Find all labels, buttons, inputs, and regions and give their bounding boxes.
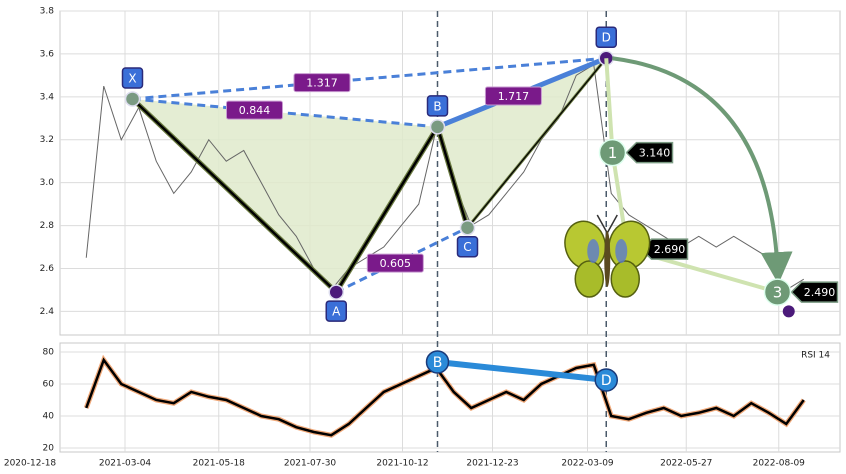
pattern-point	[328, 284, 344, 300]
rsi-line	[85, 357, 805, 437]
point-label: X	[128, 71, 136, 85]
wing	[574, 260, 604, 298]
rsi-pattern-label: D	[601, 373, 612, 389]
rsi-pattern-point	[425, 350, 450, 374]
x-tick-label: 2021-05-18	[193, 459, 246, 469]
ratio-box	[293, 73, 351, 93]
target-tag	[790, 281, 839, 303]
pattern-point	[124, 91, 141, 107]
y-tick-label: 3.4	[40, 92, 55, 102]
rsi-pattern-point	[594, 368, 618, 392]
point-label: D	[602, 31, 611, 45]
target-value: 2.490	[804, 286, 836, 299]
ratio-line	[132, 56, 607, 101]
x-tick-label: 2022-03-09	[561, 459, 614, 469]
y-tick-label: 3.0	[40, 178, 55, 188]
x-tick-label: 2021-03-04	[99, 459, 152, 469]
y-tick-label: 20	[43, 443, 55, 453]
ratio-box	[484, 86, 542, 106]
pattern-area	[132, 98, 438, 293]
pattern-area	[437, 58, 607, 228]
point-box	[456, 235, 479, 258]
y-tick-label: 60	[43, 379, 55, 389]
ratio-label: 1.317	[306, 77, 338, 90]
ratio-line	[335, 226, 469, 294]
target-value: 2.690	[654, 243, 686, 256]
target-point	[763, 278, 792, 306]
y-tick-label: 3.8	[40, 7, 55, 17]
point-box	[595, 26, 617, 48]
stop-point	[782, 305, 795, 318]
leg	[131, 98, 338, 293]
rsi-pattern-label: B	[433, 355, 443, 371]
antenna	[606, 214, 618, 234]
x-tick-label: 2022-08-09	[753, 459, 806, 469]
pattern-point	[459, 219, 476, 236]
target-point	[598, 138, 627, 167]
point-label: C	[463, 240, 471, 254]
x-tick-label: 2020-12-18	[4, 459, 57, 469]
point-label: A	[332, 305, 341, 319]
ratio-label: 1.717	[498, 90, 530, 103]
ratio-label: 0.605	[380, 257, 412, 270]
target-tag	[625, 141, 674, 164]
rsi-pattern-line	[437, 358, 607, 383]
x-tick-label: 2021-10-12	[376, 459, 428, 469]
butterfly	[564, 214, 651, 298]
target-path	[604, 58, 779, 295]
x-tick-label: 2021-07-30	[284, 459, 337, 469]
target-label: 1	[608, 144, 618, 162]
wing	[610, 260, 640, 298]
ratio-box	[226, 100, 283, 120]
y-tick-label: 2.4	[40, 307, 55, 317]
leg	[335, 126, 439, 293]
y-tick-label: 40	[43, 411, 55, 421]
leg	[467, 57, 607, 229]
leg	[436, 126, 469, 229]
x-tick-label: 2021-12-23	[466, 459, 518, 469]
projection-arrow	[611, 56, 793, 285]
x-tick-label: 2022-05-27	[660, 459, 712, 469]
ratio-box	[366, 253, 424, 273]
point-box	[121, 67, 144, 89]
point-box	[325, 300, 347, 322]
y-tick-label: 2.8	[40, 221, 55, 231]
wing-spot	[615, 239, 628, 264]
target-value: 3.140	[639, 147, 671, 160]
y-tick-label: 3.2	[40, 135, 54, 145]
target-label: 3	[773, 284, 783, 302]
y-tick-label: 2.6	[40, 264, 55, 274]
y-tick-label: 3.6	[40, 49, 55, 59]
body	[604, 231, 611, 288]
pattern-point	[429, 119, 446, 135]
panel-frame	[59, 342, 841, 453]
antenna	[596, 214, 608, 234]
y-tick-label: 80	[43, 347, 55, 357]
point-label: B	[433, 99, 441, 113]
ratio-label: 0.844	[239, 104, 271, 117]
rsi-line-glow	[83, 354, 806, 438]
rsi-label: RSI 14	[801, 351, 830, 361]
point-box	[426, 95, 449, 117]
wing-spot	[587, 239, 600, 264]
